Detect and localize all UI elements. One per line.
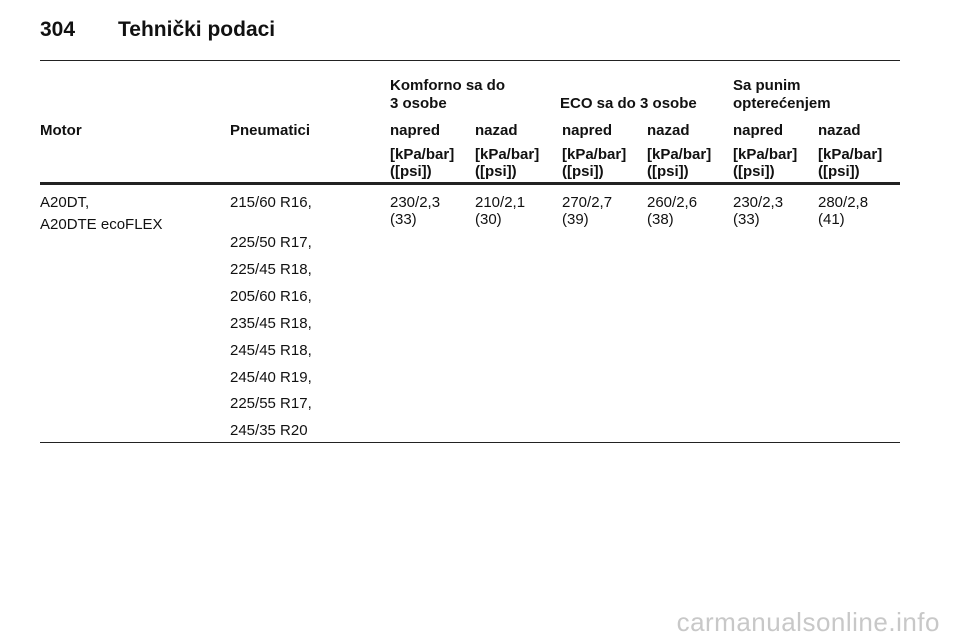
unit-label: [kPa/bar] [818,146,883,163]
column-header: nazad [647,122,690,139]
column-header: napred [562,122,613,139]
column-header: nazad [475,122,518,139]
pressure-cell: (38) [647,211,674,228]
tire-cell: 245/35 R20 [230,422,308,440]
pressure-cell: 280/2,8 [818,194,869,211]
header-rule [40,60,900,61]
pressure-cell: (30) [475,211,502,228]
column-header: nazad [818,122,861,139]
pressure-cell: 210/2,1 [475,194,526,211]
unit-label: ([psi]) [475,163,517,180]
motor-cell: A20DTE ecoFLEX [40,216,163,233]
tire-cell: 225/45 R18, [230,260,312,278]
tire-cell: 245/40 R19, [230,368,312,386]
unit-label: ([psi]) [390,163,432,180]
group-header: opterećenjem [733,95,831,112]
tire-cell: 245/45 R18, [230,341,312,359]
watermark: carmanualsonline.info [676,607,940,637]
page-title: Tehnički podaci [118,18,276,41]
unit-label: ([psi]) [647,163,689,180]
tire-cell: 235/45 R18, [230,314,312,332]
group-header: 3 osobe [390,95,447,112]
unit-label: [kPa/bar] [562,146,627,163]
group-header: ECO sa do 3 osobe [560,95,697,112]
tire-cell: 225/55 R17, [230,395,312,413]
pressure-cell: 270/2,7 [562,194,613,211]
column-header: napred [390,122,441,139]
tire-cell: 205/60 R16, [230,287,312,305]
group-header: Sa punim [733,77,801,94]
table-head-rule [40,182,900,185]
page-number: 304 [40,18,76,41]
column-header: napred [733,122,784,139]
group-header: Komforno sa do [390,77,505,94]
unit-label: [kPa/bar] [733,146,798,163]
column-header: Pneumatici [230,122,311,139]
unit-label: ([psi]) [818,163,860,180]
unit-label: [kPa/bar] [647,146,712,163]
pressure-cell: (33) [733,211,760,228]
unit-label: [kPa/bar] [390,146,455,163]
table-bottom-rule [40,442,900,443]
pressure-cell: (39) [562,211,589,228]
unit-label: ([psi]) [733,163,775,180]
pressure-cell: 230/2,3 [733,194,784,211]
tire-cell: 215/60 R16, [230,194,312,211]
column-header: Motor [40,122,82,139]
motor-cell: A20DT, [40,194,90,211]
pressure-cell: (33) [390,211,417,228]
pressure-cell: 230/2,3 [390,194,441,211]
unit-label: [kPa/bar] [475,146,540,163]
pressure-cell: (41) [818,211,845,228]
pressure-cell: 260/2,6 [647,194,698,211]
unit-label: ([psi]) [562,163,604,180]
tire-cell: 225/50 R17, [230,234,312,251]
